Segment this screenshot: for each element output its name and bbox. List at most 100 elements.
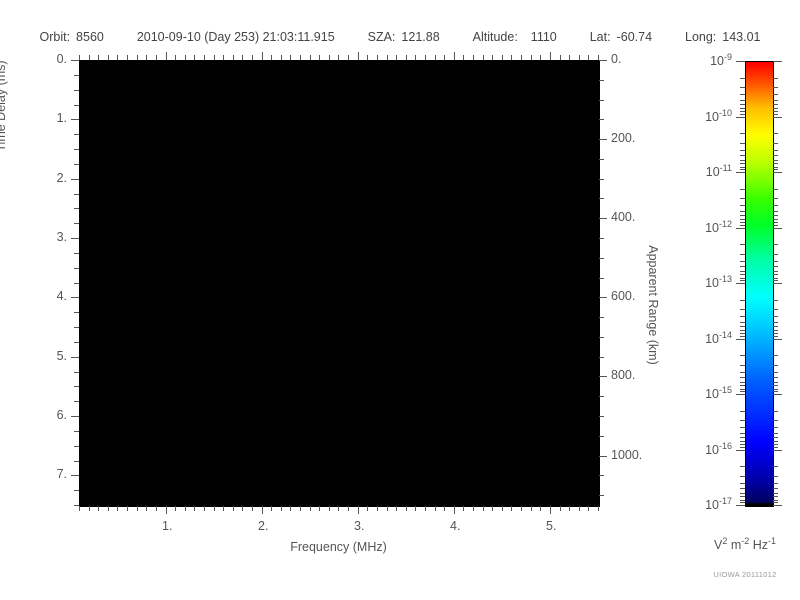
axis-tick: [137, 55, 138, 60]
colorbar-tick: [740, 160, 745, 161]
axis-tick: [599, 357, 604, 358]
axis-tick: [599, 218, 607, 219]
axis-tick: [74, 372, 79, 373]
colorbar-tick: [773, 433, 778, 434]
axis-tick: [194, 506, 195, 511]
colorbar-tick: [773, 502, 778, 503]
axis-tick: [473, 506, 474, 511]
colorbar-tick: [740, 330, 745, 331]
colorbar-tick: [740, 205, 745, 206]
axis-tick: [425, 506, 426, 511]
axis-tick: [358, 52, 359, 60]
colorbar-tick-label--9: 10-9: [710, 52, 732, 68]
colorbar-tick: [773, 365, 778, 366]
axis-tick: [79, 55, 80, 60]
axis-tick: [71, 357, 79, 358]
colorbar-tick: [740, 391, 745, 392]
colorbar-tick: [773, 222, 778, 223]
axis-tick: [599, 475, 604, 476]
axis-tick: [599, 278, 604, 279]
axis-tick: [531, 55, 532, 60]
credit-text: UIOWA 20111012: [713, 570, 777, 579]
colorbar-tick: [773, 111, 778, 112]
colorbar-tick: [773, 300, 778, 301]
axis-tick: [599, 179, 604, 180]
sza-label: SZA:: [367, 30, 396, 44]
colorbar-tick: [773, 104, 778, 105]
axis-tick: [74, 164, 79, 165]
colorbar-tick: [773, 133, 778, 134]
axis-tick: [599, 456, 607, 457]
colorbar-tick: [773, 189, 778, 190]
axis-tick: [194, 55, 195, 60]
axis-tick: [521, 55, 522, 60]
colorbar-tick: [773, 211, 778, 212]
colorbar-tick: [773, 160, 778, 161]
colorbar-tick: [773, 309, 778, 310]
axis-tick: [71, 475, 79, 476]
colorbar-tick: [773, 493, 778, 494]
colorbar-tick: [740, 274, 745, 275]
axis-tick: [454, 52, 455, 60]
axis-tick: [185, 506, 186, 511]
axis-tick: [242, 55, 243, 60]
axis-tick: [599, 198, 604, 199]
colorbar-tick: [773, 427, 778, 428]
colorbar-tick: [773, 150, 778, 151]
axis-tick: [367, 55, 368, 60]
axis-tick: [310, 506, 311, 511]
axis-tick: [74, 342, 79, 343]
colorbar-tick: [740, 488, 745, 489]
colorbar-tick: [740, 189, 745, 190]
colorbar-exponent: -10: [718, 108, 732, 118]
axis-tick: [137, 506, 138, 511]
colorbar-tick: [740, 365, 745, 366]
axis-tick: [281, 506, 282, 511]
colorbar-tick: [773, 391, 778, 392]
orbit-label: Orbit:: [39, 30, 71, 44]
colorbar-mantissa: 10: [705, 276, 719, 291]
colorbar-tick: [740, 466, 745, 467]
colorbar-tick: [736, 172, 745, 173]
axis-tick: [444, 506, 445, 511]
colorbar-tick-label--12: 10-12: [705, 219, 732, 235]
axis-tick: [290, 506, 291, 511]
axis-tick: [348, 55, 349, 60]
colorbar-tick: [740, 447, 745, 448]
colorbar-tick: [773, 215, 778, 216]
colorbar-tick: [773, 411, 778, 412]
axis-tick: [71, 179, 79, 180]
axis-tick: [262, 506, 263, 514]
axis-tick: [271, 506, 272, 511]
axis-tick: [521, 506, 522, 511]
axis-tick: [425, 55, 426, 60]
axis-tick: [74, 253, 79, 254]
axis-tick: [233, 506, 234, 511]
colorbar-tick: [740, 143, 745, 144]
axis-tick: [599, 60, 607, 61]
axis-tick: [185, 55, 186, 60]
axis-tick: [599, 396, 604, 397]
axis-tick: [338, 506, 339, 511]
colorbar-tick: [740, 382, 745, 383]
colorbar-tick: [736, 228, 745, 229]
axis-tick: [415, 506, 416, 511]
axis-tick: [71, 297, 79, 298]
colorbar-tick: [773, 476, 778, 477]
colorbar-tick: [740, 167, 745, 168]
colorbar-tick: [773, 377, 778, 378]
colorbar-tick: [773, 274, 778, 275]
colorbar-tick: [773, 114, 778, 115]
colorbar-tick: [773, 385, 778, 386]
axis-tick: [463, 55, 464, 60]
colorbar-tick: [740, 100, 745, 101]
colorbar-tick: [773, 483, 778, 484]
axis-tick: [599, 238, 604, 239]
axis-tick: [117, 506, 118, 511]
axis-tick: [319, 55, 320, 60]
y-tick-label-right-0: 0.: [611, 52, 622, 66]
axis-tick: [387, 506, 388, 511]
axis-tick: [435, 55, 436, 60]
colorbar-exponent: -9: [723, 52, 732, 62]
colorbar-tick: [773, 372, 778, 373]
